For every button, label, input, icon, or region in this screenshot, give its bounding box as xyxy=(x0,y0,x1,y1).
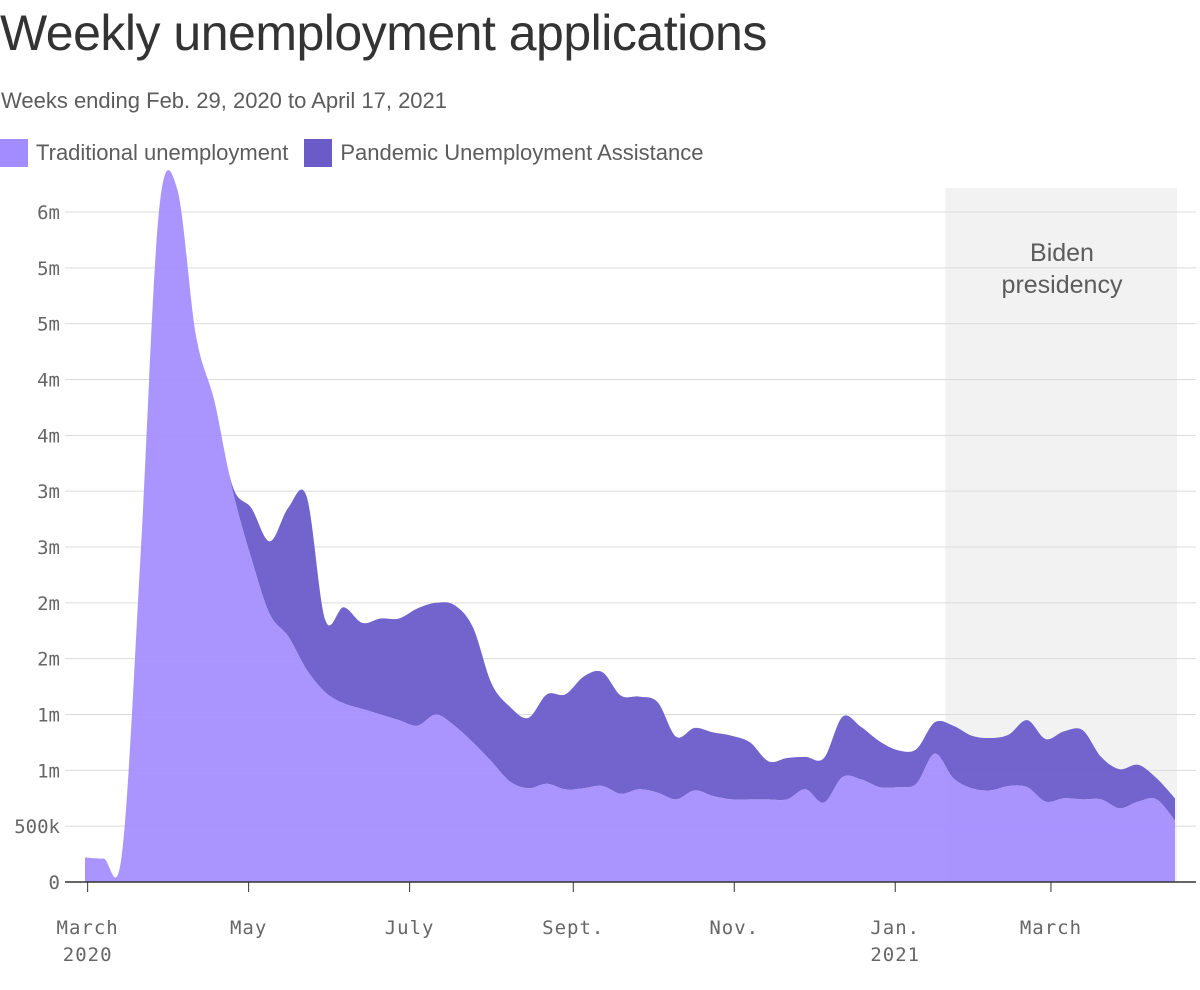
series-area-traditional xyxy=(85,170,1175,883)
series-area-pandemic-assistance xyxy=(85,170,1175,878)
x-tick-label: Sept. xyxy=(542,917,604,939)
y-tick-label: 1m xyxy=(37,705,60,727)
y-tick-label: 3m xyxy=(37,537,60,559)
y-tick-label: 6m xyxy=(37,202,60,224)
legend-item-pua: Pandemic Unemployment Assistance xyxy=(304,139,703,167)
legend-label-pua: Pandemic Unemployment Assistance xyxy=(340,140,704,165)
legend-swatch-traditional xyxy=(0,139,28,167)
y-tick-label: 5m xyxy=(37,258,60,280)
x-tick-label: Jan. xyxy=(870,917,920,939)
legend-item-traditional: Traditional unemployment xyxy=(0,139,288,167)
y-tick-label: 3m xyxy=(37,481,60,503)
x-tick-label: July xyxy=(385,917,435,939)
x-tick-label: March xyxy=(1020,917,1082,939)
legend-swatch-pua xyxy=(304,139,333,167)
x-tick-label: Nov. xyxy=(709,917,759,939)
y-tick-label: 0 xyxy=(49,872,60,894)
page-title: Weekly unemployment applications xyxy=(0,5,767,61)
annotation-label: Biden xyxy=(1030,239,1094,267)
y-tick-label: 4m xyxy=(37,425,60,447)
y-tick-label: 500k xyxy=(14,816,60,838)
x-tick-label-year: 2021 xyxy=(870,944,920,966)
x-tick-label: May xyxy=(230,917,267,939)
y-tick-label: 1m xyxy=(37,760,60,782)
page-subtitle: Weeks ending Feb. 29, 2020 to April 17, … xyxy=(1,88,448,113)
y-tick-label: 2m xyxy=(37,593,60,615)
legend-label-traditional: Traditional unemployment xyxy=(36,140,289,165)
y-tick-label: 2m xyxy=(37,649,60,671)
x-tick-label-year: 2020 xyxy=(63,944,113,966)
x-tick-label: March xyxy=(57,917,119,939)
annotation-label: presidency xyxy=(1002,271,1123,299)
y-tick-label: 5m xyxy=(37,314,60,336)
chart-legend: Traditional unemployment Pandemic Unempl… xyxy=(0,139,719,167)
y-tick-label: 4m xyxy=(37,370,60,392)
